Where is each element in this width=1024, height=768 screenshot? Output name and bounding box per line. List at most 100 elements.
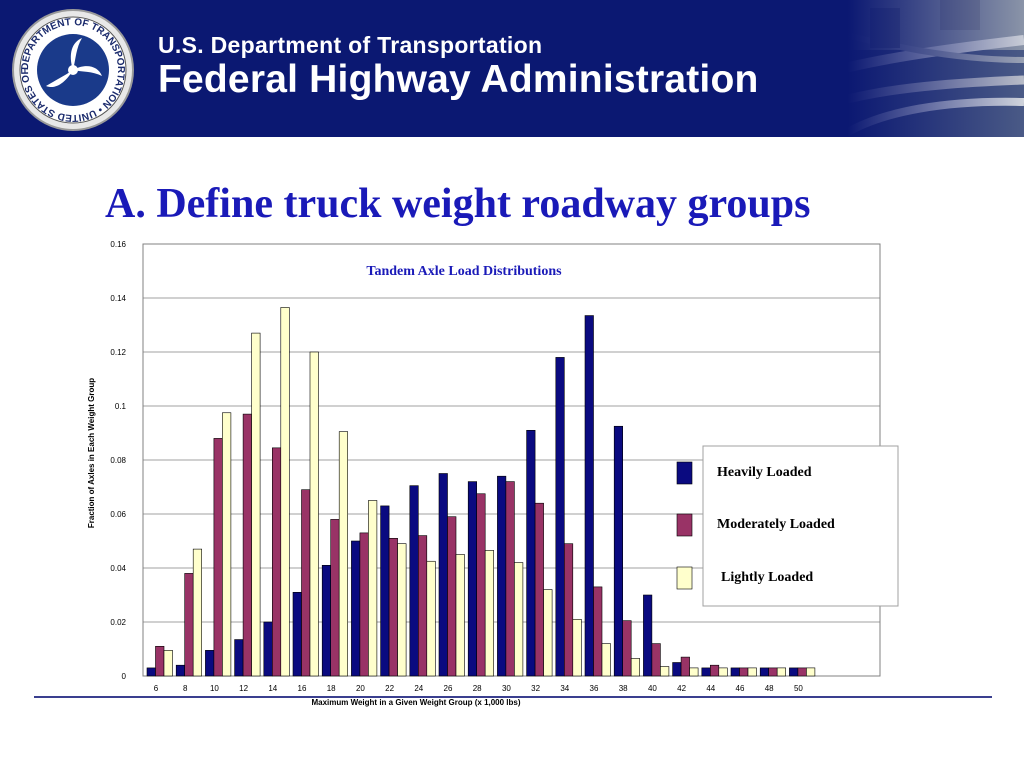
bar-moderate	[359, 532, 369, 677]
bar-heavy	[672, 662, 682, 677]
bar-moderate	[417, 535, 428, 677]
bar-moderate	[680, 656, 690, 677]
bar-heavy	[409, 485, 419, 677]
header-banner: DEPARTMENT OF TRANSPORTATION • UNITED ST…	[0, 0, 1024, 137]
x-tick-label: 18	[327, 684, 336, 693]
bar-moderate	[651, 643, 661, 677]
y-tick-label: 0.1	[115, 402, 127, 411]
bar-moderate	[563, 543, 574, 677]
bar-heavy	[263, 621, 273, 677]
bar-heavy	[175, 664, 185, 677]
chart-legend: Heavily Loaded Moderately Loaded Lightly L…	[676, 445, 899, 607]
y-tick-label: 0.02	[110, 618, 126, 627]
x-tick-label: 28	[473, 684, 482, 693]
bar-moderate	[709, 664, 720, 677]
bar-heavy	[789, 667, 799, 677]
bar-moderate	[447, 516, 457, 677]
bar-moderate	[534, 502, 544, 677]
bar-heavy	[701, 667, 711, 677]
x-tick-label: 8	[183, 684, 188, 693]
bar-heavy	[351, 540, 361, 677]
bar-moderate	[505, 481, 515, 677]
bar-light	[543, 589, 553, 677]
bar-heavy	[613, 425, 624, 677]
bar-moderate	[330, 519, 340, 677]
x-tick-label: 10	[210, 684, 219, 693]
legend-swatch-moderate	[676, 513, 693, 537]
bar-light	[718, 667, 728, 677]
bar-heavy	[292, 591, 302, 677]
bar-light	[426, 560, 436, 677]
department-name: U.S. Department of Transportation	[158, 32, 543, 58]
bar-light	[309, 351, 319, 677]
x-tick-label: 42	[677, 684, 686, 693]
y-tick-label: 0.08	[110, 456, 126, 465]
x-tick-label: 12	[239, 684, 248, 693]
x-tick-label: 26	[444, 684, 453, 693]
legend-swatch-heavy	[676, 461, 693, 485]
y-tick-label: 0	[122, 672, 127, 681]
legend-box	[702, 445, 899, 607]
bar-heavy	[467, 481, 478, 677]
bar-light	[689, 667, 699, 677]
bar-moderate	[739, 667, 749, 677]
x-tick-labels: 6 8 10 12 14 16 18 20 22 24 26 28 30 32 34 36 38 40 42 44 46…	[154, 684, 804, 693]
y-tick-label: 0.12	[110, 348, 126, 357]
bar-heavy	[146, 667, 156, 677]
x-tick-label: 22	[385, 684, 394, 693]
bar-moderate	[213, 438, 223, 677]
bar-light	[280, 307, 290, 677]
bar-heavy	[759, 667, 770, 677]
x-tick-label: 32	[531, 684, 540, 693]
chart-title: Tandem Axle Load Distributions	[366, 264, 562, 279]
x-tick-label: 50	[794, 684, 803, 693]
bar-moderate	[797, 667, 807, 677]
x-tick-label: 20	[356, 684, 365, 693]
x-tick-label: 16	[298, 684, 307, 693]
legend-label-heavy: Heavily Loaded	[717, 465, 812, 480]
bar-light	[630, 658, 641, 677]
x-tick-label: 36	[590, 684, 599, 693]
bar-light	[163, 650, 173, 677]
y-tick-label: 0.06	[110, 510, 126, 519]
bar-heavy	[643, 594, 653, 677]
bar-light	[251, 332, 261, 677]
bar-moderate	[593, 586, 603, 677]
bar-light	[338, 431, 349, 677]
x-tick-label: 38	[619, 684, 628, 693]
x-tick-label: 6	[154, 684, 159, 693]
bar-moderate	[301, 489, 311, 677]
bar-light	[806, 667, 816, 677]
dot-seal-logo: DEPARTMENT OF TRANSPORTATION • UNITED ST…	[10, 8, 134, 131]
bar-heavy	[234, 639, 244, 677]
bar-heavy	[380, 505, 390, 677]
slide-title: A. Define truck weight roadway groups	[105, 181, 811, 227]
bar-moderate	[388, 537, 398, 677]
bar-heavy	[730, 667, 740, 677]
y-tick-label: 0.04	[110, 564, 126, 573]
legend-swatch-light	[676, 566, 693, 590]
bar-heavy	[438, 473, 448, 677]
bar-light	[514, 562, 524, 677]
y-tick-labels: 0 0.02 0.04 0.06 0.08 0.1 0.12 0.14 0.16	[110, 240, 126, 681]
x-tick-label: 40	[648, 684, 657, 693]
bar-light	[455, 554, 465, 677]
x-tick-label: 46	[736, 684, 745, 693]
bar-moderate	[184, 573, 194, 677]
legend-label-moderate: Moderately Loaded	[717, 517, 835, 532]
x-tick-label: 44	[706, 684, 715, 693]
y-tick-label: 0.14	[110, 294, 126, 303]
x-tick-label: 14	[268, 684, 277, 693]
y-tick-label: 0.16	[110, 240, 126, 249]
bar-light	[192, 548, 202, 677]
bar-light	[397, 543, 407, 677]
bar-light	[660, 666, 670, 677]
bar-heavy	[321, 564, 332, 677]
legend-label-light: Lightly Loaded	[721, 570, 813, 585]
x-tick-label: 30	[502, 684, 511, 693]
bar-light	[222, 412, 232, 677]
highway-photo	[560, 0, 1024, 137]
bar-moderate	[768, 667, 778, 677]
bar-light	[368, 500, 378, 677]
bar-moderate	[271, 447, 282, 677]
